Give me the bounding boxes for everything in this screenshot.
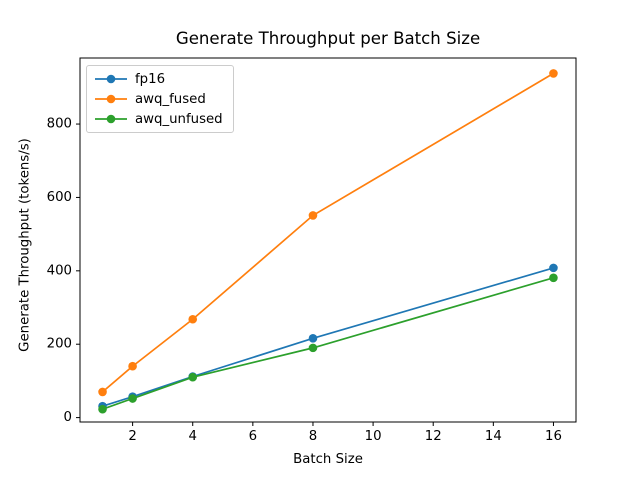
data-point-awq_unfused xyxy=(128,394,137,403)
x-tick-label: 8 xyxy=(309,429,317,444)
x-tick-label: 12 xyxy=(425,429,442,444)
data-point-awq_unfused xyxy=(188,372,198,382)
y-tick-label: 200 xyxy=(47,337,72,352)
legend-item-awq_unfused: awq_unfused xyxy=(95,109,223,129)
x-tick-label: 4 xyxy=(188,429,196,444)
data-point-awq_fused xyxy=(308,211,318,220)
data-point-awq_fused xyxy=(128,361,137,371)
legend-label: fp16 xyxy=(135,71,166,87)
x-tick-label: 14 xyxy=(485,429,502,444)
legend-line-marker-icon xyxy=(95,92,127,106)
data-point-awq_fused xyxy=(98,387,107,397)
x-axis-label: Batch Size xyxy=(293,452,363,467)
y-tick-label: 400 xyxy=(47,263,72,278)
x-tick-label: 10 xyxy=(365,429,382,444)
data-point-awq_unfused xyxy=(308,343,318,353)
data-point-fp16 xyxy=(549,263,558,273)
legend-label: awq_fused xyxy=(135,91,206,107)
x-tick-label: 6 xyxy=(249,429,257,444)
legend-line-marker-icon xyxy=(95,112,127,126)
data-point-awq_unfused xyxy=(549,273,558,283)
axes-frame xyxy=(79,57,577,423)
x-tick-label: 16 xyxy=(545,429,562,444)
legend-marker xyxy=(106,114,116,124)
legend-label: awq_unfused xyxy=(135,111,223,127)
legend-item-fp16: fp16 xyxy=(95,69,223,89)
data-point-awq_fused xyxy=(549,69,558,78)
x-tick-label: 2 xyxy=(128,429,136,444)
legend-marker xyxy=(106,74,116,84)
legend-line-marker-icon xyxy=(95,72,127,86)
data-point-awq_fused xyxy=(188,314,198,324)
y-tick-label: 800 xyxy=(47,117,72,132)
data-point-fp16 xyxy=(308,334,318,343)
y-tick-label: 0 xyxy=(64,410,72,425)
data-point-awq_unfused xyxy=(98,404,107,414)
legend-marker xyxy=(106,94,116,104)
y-tick-label: 600 xyxy=(47,190,72,205)
legend-item-awq_fused: awq_fused xyxy=(95,89,223,109)
legend: fp16 awq_fused awq_unfused xyxy=(86,65,234,133)
chart-title: Generate Throughput per Batch Size xyxy=(175,29,481,48)
